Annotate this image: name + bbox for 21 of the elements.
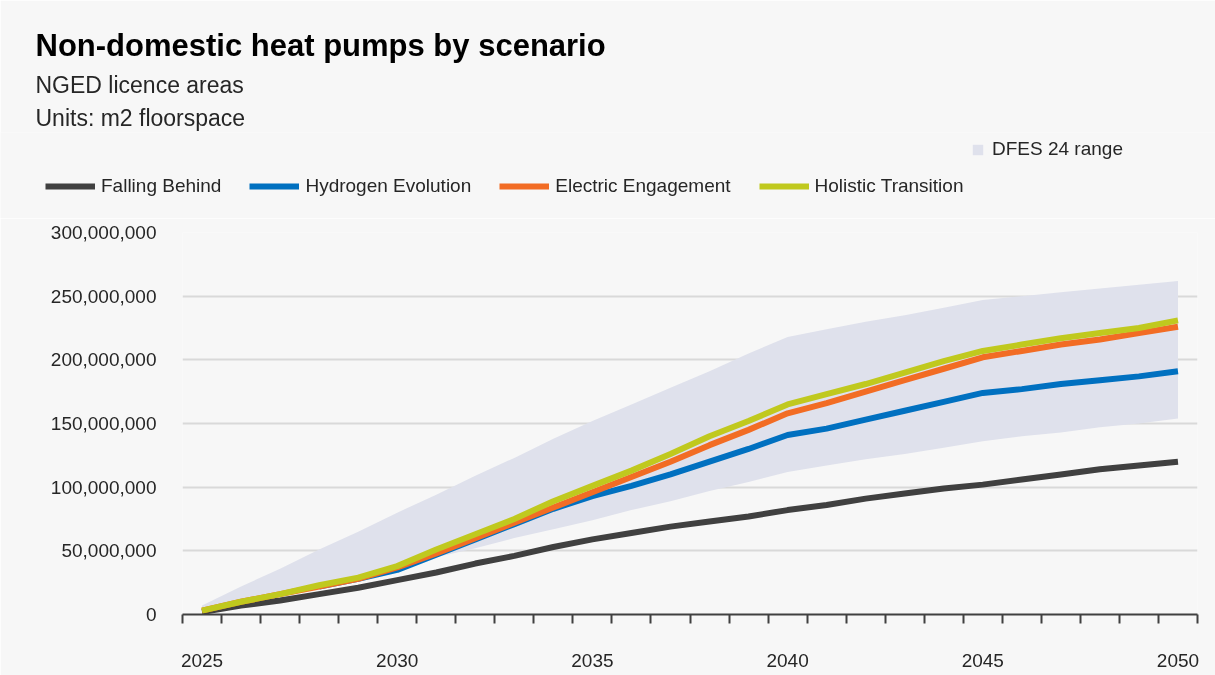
legend-label: Holistic Transition — [814, 175, 964, 197]
y-tick-label: 50,000,000 — [61, 540, 157, 562]
x-tick-label: 2050 — [1156, 649, 1200, 671]
legend-label: Falling Behind — [101, 175, 222, 197]
x-tick-label: 2030 — [376, 649, 419, 671]
y-tick-label: 300,000,000 — [50, 222, 157, 243]
y-tick-label: 100,000,000 — [50, 476, 157, 498]
text: Units: m2 floorspace — [35, 104, 246, 131]
x-tick-label: 2045 — [961, 649, 1004, 671]
y-tick-label: 0 — [145, 604, 157, 625]
legend-label: DFES 24 range — [992, 138, 1123, 160]
y-tick-label: 250,000,000 — [50, 285, 157, 307]
chart-subtitle: NGED licence areas — [35, 71, 244, 98]
x-tick-label: 2035 — [571, 649, 614, 671]
y-tick-label: 150,000,000 — [50, 413, 157, 434]
y-tick-label: 200,000,000 — [50, 349, 157, 371]
x-tick-label: 2040 — [766, 649, 809, 671]
legend-label: Hydrogen Evolution — [305, 175, 472, 197]
legend-label: Electric Engagement — [555, 175, 731, 197]
chart-title: Non-domestic heat pumps by scenario — [35, 27, 606, 63]
x-tick-label: 2025 — [180, 649, 224, 671]
